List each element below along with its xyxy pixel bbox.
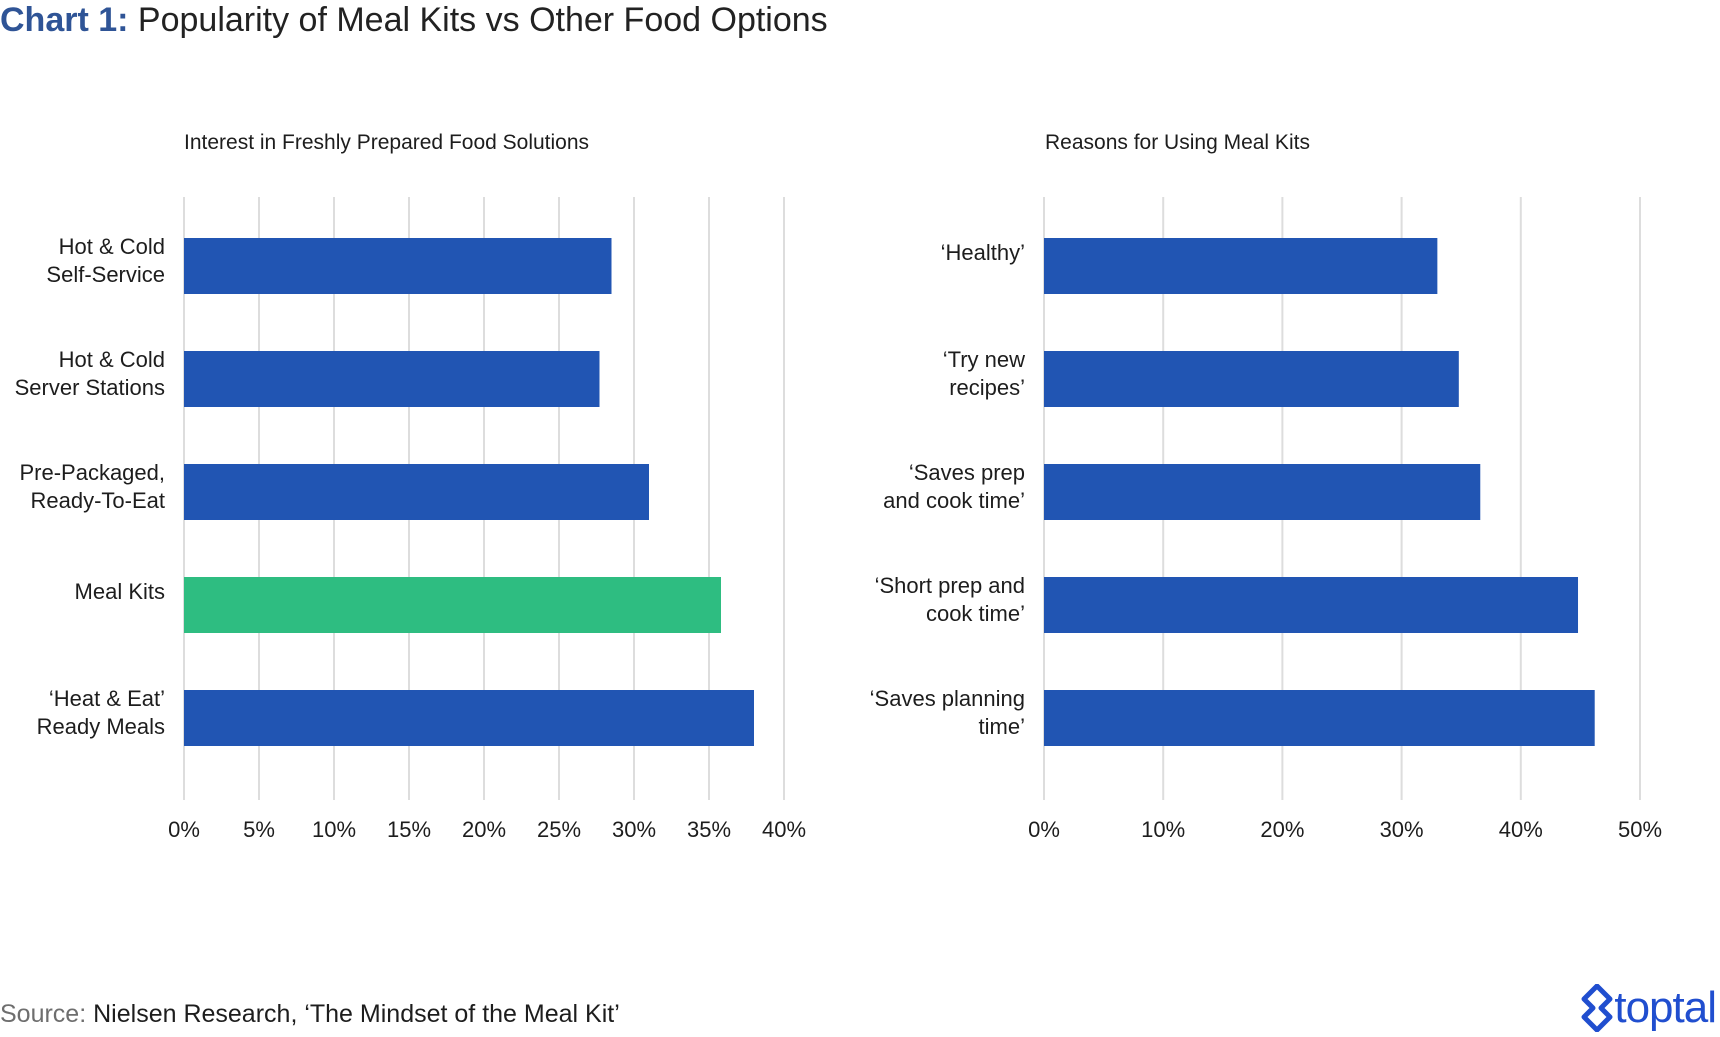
right-chart-tick-label: 0%	[1028, 817, 1060, 842]
left-chart-tick-label: 20%	[462, 817, 506, 842]
right-chart-tick-label: 40%	[1499, 817, 1543, 842]
source-label: Source:	[0, 1000, 87, 1028]
toptal-mark-icon	[1581, 984, 1613, 1032]
source-note: Source: Nielsen Research, ‘The Mindset o…	[0, 1000, 620, 1029]
right-chart-bar	[1044, 577, 1579, 633]
right-chart-category-label: ‘Short prep and cook time’	[875, 573, 1025, 626]
right-chart-tick-label: 50%	[1618, 817, 1662, 842]
left-bar-chart: 0% 5% 10% 15% 20% 25% 30% 35% 40% Hot & Cold Self-…	[15, 197, 806, 842]
left-chart-tick-label: 35%	[687, 817, 731, 842]
left-chart-title: Interest in Freshly Prepared Food Soluti…	[184, 131, 590, 154]
left-chart-category-label: Hot & Cold Self-Service	[46, 234, 165, 287]
source-text: Nielsen Research, ‘The Mindset of the Me…	[93, 1000, 620, 1028]
left-chart-bar	[184, 238, 612, 294]
right-chart-category-label: ‘Saves prep and cook time’	[883, 460, 1025, 513]
right-chart-category-label: ‘Try new recipes’	[943, 347, 1025, 400]
brand-name: toptal	[1614, 983, 1717, 1032]
left-chart-tick-label: 5%	[243, 817, 275, 842]
right-chart-bar	[1044, 351, 1459, 407]
page-title-prefix: Chart 1:	[0, 1, 129, 39]
right-chart-tick-label: 30%	[1380, 817, 1424, 842]
right-chart-tick-label: 10%	[1141, 817, 1185, 842]
right-chart-bar	[1044, 464, 1481, 520]
left-chart-tick-label: 10%	[312, 817, 356, 842]
left-chart-bar	[184, 464, 649, 520]
left-chart-tick-label: 0%	[168, 817, 200, 842]
brand-logo: toptal	[1580, 983, 1717, 1033]
left-chart-tick-label: 15%	[387, 817, 431, 842]
left-chart-category-label: Meal Kits	[75, 579, 165, 604]
left-chart-category-label: Hot & Cold Server Stations	[15, 347, 165, 400]
left-chart-tick-label: 25%	[537, 817, 581, 842]
left-chart-bar	[184, 690, 754, 746]
right-bar-chart: 0% 10% 20% 30% 40% 50% ‘Healthy’ ‘Try new recipe…	[870, 197, 1662, 842]
page-title-text: Popularity of Meal Kits vs Other Food Op…	[137, 1, 828, 39]
right-chart-title: Reasons for Using Meal Kits	[1045, 131, 1310, 154]
left-chart-bar	[184, 577, 721, 633]
right-chart-bar	[1044, 690, 1595, 746]
right-chart-category-label: ‘Saves planning time’	[870, 686, 1025, 739]
left-chart-category-label: ‘Heat & Eat’ Ready Meals	[37, 686, 165, 739]
left-chart-tick-label: 40%	[762, 817, 806, 842]
left-chart-tick-label: 30%	[612, 817, 656, 842]
left-chart-category-label: Pre-Packaged, Ready-To-Eat	[19, 460, 165, 513]
left-chart-bar	[184, 351, 600, 407]
page-title: Chart 1: Popularity of Meal Kits vs Othe…	[0, 0, 828, 40]
right-chart-bar	[1044, 238, 1438, 294]
right-chart-tick-label: 20%	[1260, 817, 1304, 842]
right-chart-category-label: ‘Healthy’	[941, 240, 1025, 265]
